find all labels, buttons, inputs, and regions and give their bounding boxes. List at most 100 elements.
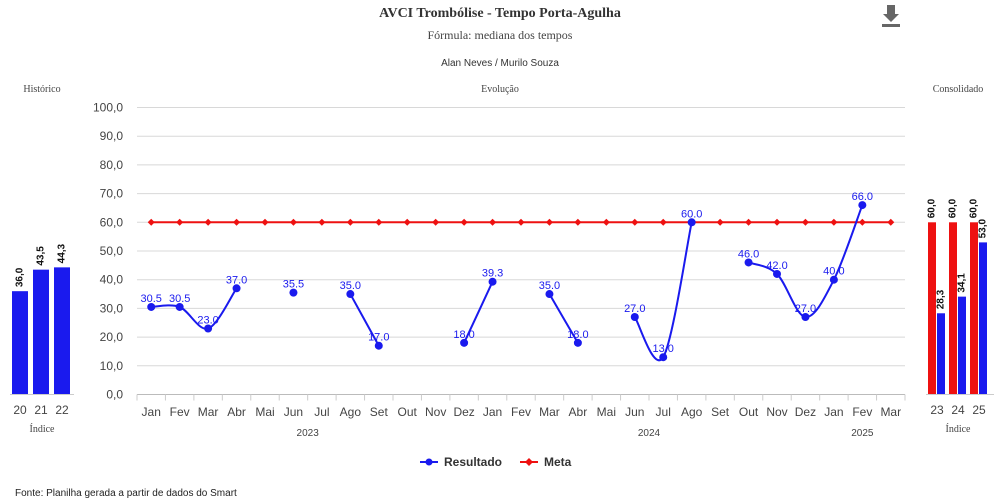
evolucao-year-label: 2025 bbox=[851, 428, 874, 439]
evolucao-x-tick-label: Mar bbox=[539, 405, 560, 419]
meta-point bbox=[347, 219, 354, 226]
meta-point bbox=[205, 219, 212, 226]
meta-point bbox=[318, 219, 325, 226]
consolidado-bar bbox=[958, 297, 966, 395]
evolucao-x-tick-label: Ago bbox=[681, 405, 703, 419]
consolidado-bar bbox=[979, 242, 987, 394]
meta-point bbox=[745, 219, 752, 226]
evolucao-y-tick-label: 10,0 bbox=[100, 359, 124, 373]
evolucao-x-tick-label: Set bbox=[370, 405, 389, 419]
resultado-data-label: 35.0 bbox=[539, 280, 560, 292]
evolucao-x-tick-label: Fev bbox=[170, 405, 190, 419]
evolucao-y-tick-label: 50,0 bbox=[100, 244, 124, 258]
footer-source: Fonte: Planilha gerada a partir de dados… bbox=[15, 488, 237, 499]
evolucao-x-tick-label: Out bbox=[739, 405, 759, 419]
resultado-data-label: 27.0 bbox=[624, 303, 645, 315]
consolidado-bar bbox=[937, 313, 945, 394]
evolucao-x-tick-label: Jul bbox=[314, 405, 329, 419]
resultado-data-label: 27.0 bbox=[795, 303, 816, 315]
historico-bar bbox=[33, 270, 49, 395]
legend: Resultado Meta bbox=[420, 455, 571, 469]
evolucao-year-label: 2023 bbox=[297, 428, 320, 439]
resultado-data-label: 13.0 bbox=[653, 343, 674, 355]
evolucao-y-tick-label: 40,0 bbox=[100, 273, 124, 287]
meta-point bbox=[148, 219, 155, 226]
evolucao-y-tick-label: 0,0 bbox=[106, 388, 123, 402]
evolucao-x-tick-label: Abr bbox=[569, 405, 588, 419]
resultado-data-label: 66.0 bbox=[852, 191, 873, 203]
resultado-data-label: 37.0 bbox=[226, 274, 247, 286]
consolidado-bar-label: 60,0 bbox=[969, 198, 980, 218]
meta-point bbox=[290, 219, 297, 226]
evolucao-chart: 0,0 10,0 20,0 30,0 40,0 50,0 60,0 70,0 80,0 90,0 1… bbox=[80, 0, 1000, 445]
meta-point bbox=[518, 219, 525, 226]
consolidado-bar-label: 60,0 bbox=[927, 198, 938, 218]
legend-resultado-marker bbox=[420, 457, 438, 467]
evolucao-x-tick-label: Out bbox=[398, 405, 418, 419]
evolucao-y-tick-label: 30,0 bbox=[100, 301, 124, 315]
resultado-data-label: 30.5 bbox=[141, 293, 162, 305]
legend-resultado-label: Resultado bbox=[444, 455, 502, 469]
legend-meta-marker bbox=[520, 457, 538, 467]
legend-resultado[interactable]: Resultado bbox=[420, 455, 502, 469]
meta-point bbox=[603, 219, 610, 226]
consolidado-bar bbox=[949, 222, 957, 394]
resultado-data-label: 17.0 bbox=[368, 332, 389, 344]
historico-bar bbox=[54, 267, 70, 394]
resultado-data-label: 42.0 bbox=[766, 260, 787, 272]
historico-chart: 36,02043,52144,322 bbox=[0, 0, 90, 430]
evolucao-x-tick-label: Mar bbox=[880, 405, 901, 419]
meta-point bbox=[660, 219, 667, 226]
historico-bar-label: 36,0 bbox=[15, 267, 26, 287]
evolucao-x-tick-label: Jun bbox=[625, 405, 644, 419]
legend-meta-label: Meta bbox=[544, 455, 571, 469]
meta-point bbox=[717, 219, 724, 226]
evolucao-y-tick-label: 90,0 bbox=[100, 129, 124, 143]
meta-point bbox=[830, 219, 837, 226]
meta-point bbox=[887, 219, 894, 226]
consolidado-tick-label: 25 bbox=[972, 403, 986, 417]
meta-point bbox=[802, 219, 809, 226]
meta-point bbox=[176, 219, 183, 226]
evolucao-x-tick-label: Jan bbox=[483, 405, 502, 419]
resultado-data-label: 39.3 bbox=[482, 268, 503, 280]
evolucao-y-tick-label: 20,0 bbox=[100, 330, 124, 344]
historico-tick-label: 20 bbox=[13, 403, 27, 417]
meta-point bbox=[233, 219, 240, 226]
meta-point bbox=[461, 219, 468, 226]
meta-point bbox=[631, 219, 638, 226]
historico-bar bbox=[12, 291, 28, 394]
resultado-data-label: 35.0 bbox=[340, 280, 361, 292]
meta-point bbox=[432, 219, 439, 226]
evolucao-year-label: 2024 bbox=[638, 428, 661, 439]
meta-point bbox=[546, 219, 553, 226]
evolucao-x-tick-label: Mai bbox=[255, 405, 274, 419]
evolucao-y-tick-label: 70,0 bbox=[100, 187, 124, 201]
meta-point bbox=[574, 219, 581, 226]
legend-meta[interactable]: Meta bbox=[520, 455, 571, 469]
consolidado-bar bbox=[970, 222, 978, 394]
resultado-data-label: 46.0 bbox=[738, 248, 759, 260]
historico-bar-label: 44,3 bbox=[57, 243, 68, 263]
evolucao-x-tick-label: Nov bbox=[425, 405, 446, 419]
meta-point bbox=[489, 219, 496, 226]
evolucao-x-tick-label: Jul bbox=[656, 405, 671, 419]
evolucao-y-tick-label: 100,0 bbox=[93, 101, 123, 115]
meta-point bbox=[774, 219, 781, 226]
meta-point bbox=[375, 219, 382, 226]
meta-point bbox=[404, 219, 411, 226]
consolidado-tick-label: 24 bbox=[951, 403, 965, 417]
evolucao-x-tick-label: Dez bbox=[795, 405, 816, 419]
resultado-series-line bbox=[635, 222, 692, 360]
resultado-data-label: 18.0 bbox=[567, 329, 588, 341]
evolucao-x-tick-label: Mar bbox=[198, 405, 219, 419]
meta-point bbox=[859, 219, 866, 226]
consolidado-tick-label: 23 bbox=[930, 403, 944, 417]
consolidado-bar-label: 53,0 bbox=[978, 218, 989, 238]
consolidado-bar-label: 60,0 bbox=[948, 198, 959, 218]
evolucao-x-tick-label: Abr bbox=[227, 405, 246, 419]
evolucao-x-tick-label: Nov bbox=[766, 405, 787, 419]
resultado-data-label: 30.5 bbox=[169, 293, 190, 305]
meta-point bbox=[262, 219, 269, 226]
